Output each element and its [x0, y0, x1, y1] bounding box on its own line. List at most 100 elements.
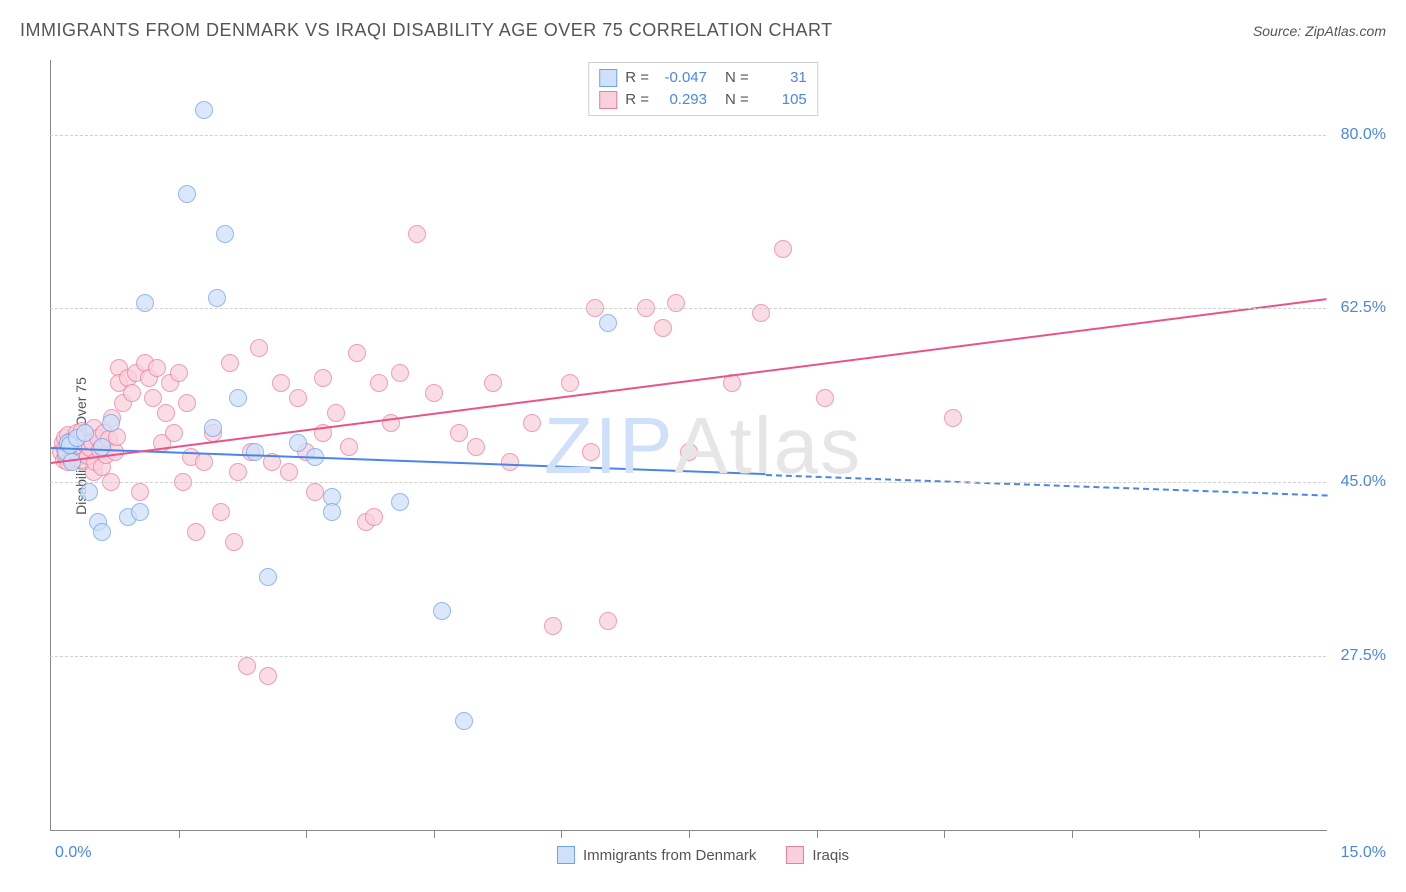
data-point [327, 404, 345, 422]
x-tick [1199, 830, 1200, 838]
data-point [272, 374, 290, 392]
data-point [370, 374, 388, 392]
data-point [259, 667, 277, 685]
data-point [165, 424, 183, 442]
legend-swatch [599, 69, 617, 87]
data-point [208, 289, 226, 307]
data-point [178, 185, 196, 203]
legend-r-value: 0.293 [657, 89, 707, 111]
x-tick [306, 830, 307, 838]
trend-line [51, 447, 766, 475]
data-point [238, 657, 256, 675]
data-point [348, 344, 366, 362]
legend-r-label: R = [625, 67, 649, 89]
legend-swatch [557, 846, 575, 864]
data-point [144, 389, 162, 407]
legend-r-label: R = [625, 89, 649, 111]
data-point [467, 438, 485, 456]
data-point [314, 369, 332, 387]
legend-swatch [599, 91, 617, 109]
y-tick-label: 27.5% [1341, 647, 1386, 665]
data-point [289, 434, 307, 452]
data-point [246, 443, 264, 461]
legend-item: Immigrants from Denmark [557, 846, 756, 864]
data-point [408, 225, 426, 243]
data-point [599, 612, 617, 630]
x-tick [689, 830, 690, 838]
data-point [365, 508, 383, 526]
data-point [157, 404, 175, 422]
y-tick-label: 45.0% [1341, 473, 1386, 491]
trend-line [51, 298, 1327, 464]
data-point [501, 453, 519, 471]
x-tick-label: 0.0% [55, 844, 91, 862]
x-tick [561, 830, 562, 838]
x-tick [179, 830, 180, 838]
data-point [259, 568, 277, 586]
data-point [131, 503, 149, 521]
x-tick [817, 830, 818, 838]
data-point [216, 225, 234, 243]
data-point [136, 294, 154, 312]
legend-n-label: N = [725, 89, 749, 111]
data-point [680, 443, 698, 461]
legend-n-value: 105 [757, 89, 807, 111]
data-point [221, 354, 239, 372]
data-point [63, 453, 81, 471]
source-label: Source: ZipAtlas.com [1253, 23, 1386, 39]
data-point [187, 523, 205, 541]
data-point [80, 483, 98, 501]
data-point [599, 314, 617, 332]
x-tick [434, 830, 435, 838]
data-point [582, 443, 600, 461]
legend-stats-row: R = 0.293 N = 105 [599, 89, 807, 111]
data-point [280, 463, 298, 481]
trend-line [766, 474, 1328, 497]
data-point [170, 364, 188, 382]
legend-n-label: N = [725, 67, 749, 89]
data-point [212, 503, 230, 521]
data-point [229, 463, 247, 481]
data-point [455, 712, 473, 730]
gridline [50, 308, 1326, 309]
data-point [752, 304, 770, 322]
x-tick [944, 830, 945, 838]
data-point [425, 384, 443, 402]
data-point [484, 374, 502, 392]
data-point [816, 389, 834, 407]
data-point [225, 533, 243, 551]
x-tick [1072, 830, 1073, 838]
legend-swatch [786, 846, 804, 864]
data-point [131, 483, 149, 501]
legend-series-name: Immigrants from Denmark [583, 847, 756, 864]
data-point [544, 617, 562, 635]
legend-item: Iraqis [786, 846, 849, 864]
data-point [250, 339, 268, 357]
data-point [195, 101, 213, 119]
data-point [204, 419, 222, 437]
data-point [289, 389, 307, 407]
data-point [667, 294, 685, 312]
data-point [323, 503, 341, 521]
legend-series-name: Iraqis [812, 847, 849, 864]
data-point [195, 453, 213, 471]
data-point [944, 409, 962, 427]
legend-r-value: -0.047 [657, 67, 707, 89]
legend-stats: R =-0.047N =31R =0.293N =105 [588, 62, 818, 116]
data-point [229, 389, 247, 407]
data-point [306, 483, 324, 501]
chart-title: IMMIGRANTS FROM DENMARK VS IRAQI DISABIL… [20, 20, 833, 41]
data-point [93, 523, 111, 541]
data-point [102, 414, 120, 432]
data-point [561, 374, 579, 392]
data-point [76, 424, 94, 442]
y-tick-label: 80.0% [1341, 126, 1386, 144]
legend-bottom: Immigrants from Denmark Iraqis [557, 846, 849, 864]
plot-area [50, 60, 1327, 831]
data-point [433, 602, 451, 620]
gridline [50, 135, 1326, 136]
gridline [50, 656, 1326, 657]
data-point [523, 414, 541, 432]
x-tick-label: 15.0% [1341, 844, 1386, 862]
gridline [50, 482, 1326, 483]
